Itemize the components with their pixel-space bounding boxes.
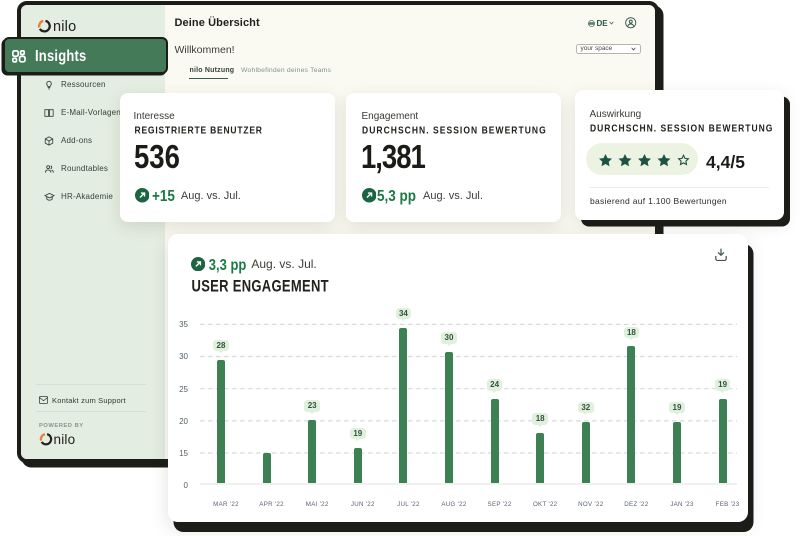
svg-text:nilo: nilo: [53, 432, 75, 447]
svg-text:nilo: nilo: [53, 19, 76, 34]
